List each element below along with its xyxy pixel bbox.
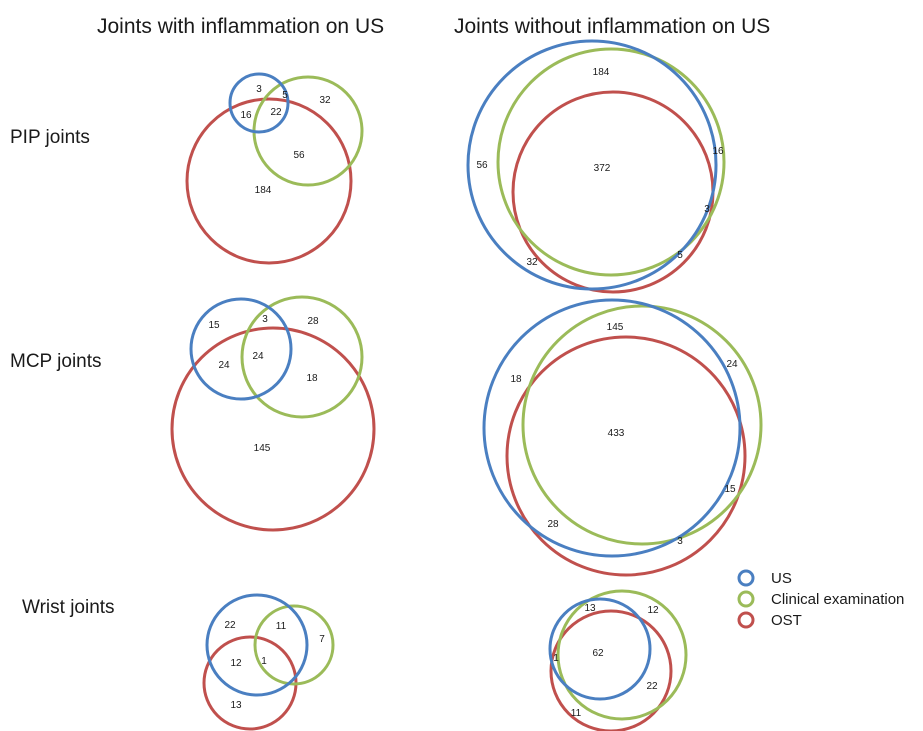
- clinical-circle: [496, 47, 726, 277]
- count-label: 7: [319, 634, 325, 645]
- us-circle: [189, 297, 293, 401]
- count-label: 5: [282, 90, 288, 101]
- ost-legend-marker: [737, 611, 755, 629]
- count-label: 32: [319, 95, 331, 106]
- count-label: 12: [647, 605, 659, 616]
- us-circle: [228, 72, 290, 134]
- clinical-circle: [521, 304, 763, 546]
- venn-mcp-with: 15 3 28 24 24 18 145: [170, 295, 376, 532]
- count-label: 11: [571, 708, 582, 719]
- count-label: 56: [293, 150, 305, 161]
- count-label: 56: [476, 160, 488, 171]
- count-label: 18: [306, 373, 318, 384]
- ost-circle: [505, 335, 747, 577]
- count-label: 11: [276, 621, 287, 632]
- count-label: 145: [607, 322, 624, 333]
- count-label: 24: [218, 360, 230, 371]
- count-label: 28: [307, 316, 319, 327]
- count-label: 3: [677, 536, 683, 547]
- count-label: 22: [270, 107, 282, 118]
- count-label: 145: [254, 443, 271, 454]
- us-circle: [482, 298, 742, 558]
- us-circle: [548, 597, 652, 701]
- count-label: 28: [547, 519, 559, 530]
- venn-pip-without: 184 56 372 16 3 5 32: [466, 39, 726, 294]
- clinical-legend-marker: [737, 590, 755, 608]
- count-label: 22: [224, 620, 236, 631]
- legend-label-us: US: [771, 570, 792, 587]
- clinical-circle: [556, 589, 688, 721]
- count-label: 433: [608, 428, 625, 439]
- count-label: 15: [724, 484, 736, 495]
- count-label: 1: [261, 656, 267, 667]
- row-heading-pip: PIP joints: [10, 127, 90, 148]
- count-label: 62: [592, 648, 604, 659]
- legend-item-us: US: [737, 569, 792, 587]
- venn-wrist-with: 22 11 7 12 1 13: [202, 593, 335, 731]
- clinical-circle: [253, 604, 335, 686]
- legend-label-clinical: Clinical examination: [771, 591, 904, 608]
- us-legend-marker: [737, 569, 755, 587]
- count-label: 184: [255, 185, 272, 196]
- venn-mcp-without: 145 18 24 433 15 28 3: [482, 298, 763, 577]
- count-label: 184: [593, 67, 610, 78]
- us-circle: [205, 593, 309, 697]
- count-label: 13: [230, 700, 242, 711]
- count-label: 13: [584, 603, 596, 614]
- count-label: 32: [526, 257, 538, 268]
- count-label: 16: [240, 110, 252, 121]
- legend-item-ost: OST: [737, 611, 802, 629]
- clinical-circle: [240, 295, 364, 419]
- ost-circle: [170, 326, 376, 532]
- venn-wrist-without: 13 12 1 62 22 11: [548, 589, 688, 731]
- count-label: 3: [262, 314, 268, 325]
- row-heading-mcp: MCP joints: [10, 351, 102, 372]
- ost-circle: [549, 609, 673, 731]
- count-label: 22: [646, 681, 658, 692]
- ost-circle: [511, 90, 715, 294]
- count-label: 24: [252, 351, 264, 362]
- count-label: 24: [726, 359, 738, 370]
- count-label: 16: [712, 146, 724, 157]
- count-label: 18: [510, 374, 522, 385]
- column-heading-without-inflammation: Joints without inflammation on US: [454, 15, 770, 38]
- legend-item-clinical: Clinical examination: [737, 590, 904, 608]
- legend: US Clinical examination OST: [737, 569, 904, 629]
- count-label: 3: [256, 84, 262, 95]
- row-heading-wrist: Wrist joints: [22, 597, 115, 618]
- count-label: 15: [208, 320, 220, 331]
- count-label: 3: [704, 204, 710, 215]
- count-label: 1: [553, 653, 559, 664]
- ost-circle: [185, 97, 353, 265]
- column-heading-with-inflammation: Joints with inflammation on US: [97, 15, 384, 38]
- legend-label-ost: OST: [771, 612, 802, 629]
- count-label: 12: [230, 658, 242, 669]
- us-circle: [466, 39, 718, 291]
- count-label: 372: [594, 163, 611, 174]
- venn-pip-with: 3 5 32 16 22 56 184: [185, 72, 364, 265]
- count-label: 5: [677, 250, 683, 261]
